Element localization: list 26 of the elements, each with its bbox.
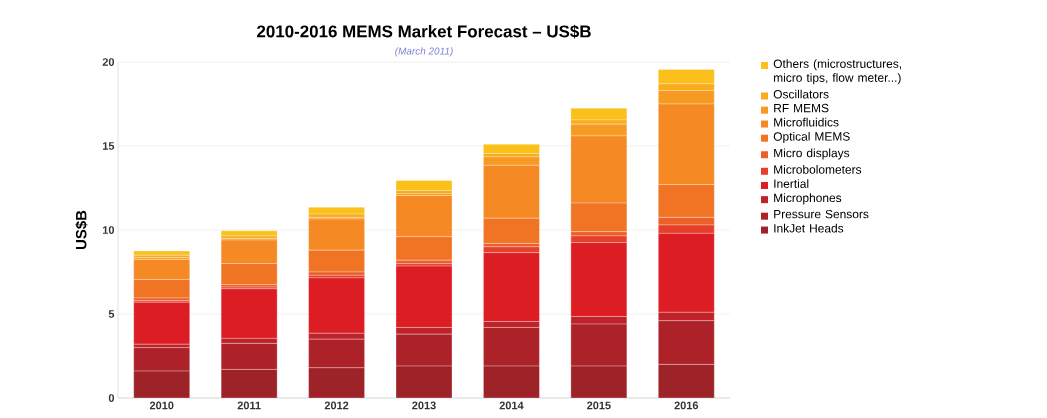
legend-label: Inertial — [774, 179, 809, 188]
x-tick-label: 2015 — [587, 401, 611, 410]
x-tick-label: 2014 — [499, 401, 524, 410]
y-tick-label: 15 — [102, 142, 115, 150]
x-tick-label: 2012 — [324, 401, 349, 410]
legend-label: RF MEMS — [774, 103, 829, 113]
x-tick-label: 2016 — [674, 401, 699, 410]
x-tick-label: 2011 — [237, 401, 261, 410]
text: (March 2011) — [395, 47, 453, 57]
legend-label: Oscillators — [773, 89, 829, 99]
y-tick-label: 10 — [102, 226, 115, 234]
y-tick-label: 5 — [108, 310, 115, 318]
legend-label: Microphones — [774, 193, 842, 205]
legend-label: Others (microstructures, micro tips, flow meter...) — [773, 59, 902, 85]
legend-label: InkJet Heads — [774, 223, 844, 233]
chart-title: 2010-2016 MEMS Market Forecast – US$B — [257, 24, 591, 39]
x-tick-label: 2010 — [149, 401, 174, 410]
legend-label: Optical MEMS — [773, 131, 850, 144]
legend-label: Microbolometers — [774, 165, 862, 174]
legend-label: Micro displays — [774, 148, 850, 160]
legend-label: Pressure Sensors — [774, 209, 869, 219]
y-axis-title: US$B — [75, 210, 88, 250]
x-tick-label: 2013 — [412, 401, 436, 410]
legend-label: Microfluidics — [774, 117, 839, 127]
y-tick-label: 20 — [102, 58, 115, 66]
y-tick-label: 0 — [108, 394, 115, 402]
